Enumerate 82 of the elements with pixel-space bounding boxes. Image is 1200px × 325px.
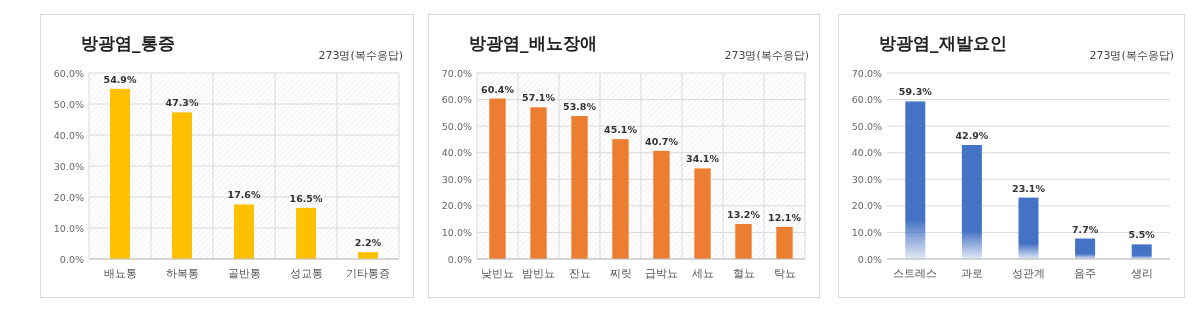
- y-tick-label: 0.0%: [857, 253, 882, 265]
- x-tick-label: 과로: [960, 267, 983, 280]
- bar: [653, 150, 670, 259]
- y-tick-label: 30.0%: [441, 173, 472, 185]
- data-label: 59.3%: [898, 86, 933, 98]
- bar: [110, 88, 130, 259]
- y-tick-label: 10.0%: [851, 226, 882, 238]
- bar: [905, 101, 926, 259]
- bar: [694, 168, 711, 259]
- x-tick-label: 성관계: [1012, 267, 1045, 280]
- x-tick-label: 밤빈뇨: [522, 267, 555, 280]
- bar: [1131, 244, 1152, 259]
- y-tick-label: 40.0%: [441, 147, 472, 159]
- x-tick-label: 음주: [1074, 267, 1097, 280]
- y-tick-label: 30.0%: [851, 173, 882, 185]
- x-tick-label: 스트레스: [893, 267, 938, 280]
- data-label: 53.8%: [563, 101, 597, 113]
- y-tick-label: 0.0%: [447, 253, 472, 265]
- data-label: 5.5%: [1128, 229, 1156, 241]
- y-tick-label: 60.0%: [851, 94, 882, 106]
- chart-subtitle: 273명(복수응답): [724, 49, 809, 62]
- x-tick-label: 배뇨통: [103, 267, 137, 280]
- chart-title: 방광염_배뇨장애: [469, 33, 597, 53]
- y-tick-label: 10.0%: [53, 222, 84, 234]
- x-tick-label: 성교통: [289, 267, 323, 280]
- data-label: 45.1%: [604, 124, 638, 136]
- y-tick-label: 40.0%: [53, 129, 84, 141]
- bar: [1018, 197, 1039, 259]
- y-tick-label: 60.0%: [441, 94, 472, 106]
- data-label: 12.1%: [768, 211, 802, 223]
- data-label: 13.2%: [727, 208, 761, 220]
- y-tick-label: 40.0%: [851, 147, 882, 159]
- x-tick-label: 하복통: [165, 267, 199, 280]
- bar: [296, 207, 316, 259]
- bar: [489, 98, 506, 259]
- data-label: 60.4%: [481, 83, 515, 95]
- y-tick-label: 50.0%: [441, 120, 472, 132]
- data-label: 34.1%: [686, 153, 720, 165]
- bar: [530, 107, 547, 259]
- x-tick-label: 잔뇨: [568, 267, 591, 280]
- y-tick-label: 10.0%: [441, 226, 472, 238]
- data-label: 16.5%: [289, 192, 323, 204]
- bar: [612, 139, 629, 259]
- data-label: 2.2%: [354, 237, 382, 249]
- bar: [735, 223, 752, 259]
- bar: [961, 145, 982, 259]
- data-label: 47.3%: [165, 97, 199, 109]
- x-tick-label: 탁뇨: [773, 267, 796, 280]
- y-tick-label: 70.0%: [441, 67, 472, 79]
- data-label: 23.1%: [1012, 182, 1046, 194]
- x-tick-label: 급박뇨: [645, 267, 678, 280]
- x-tick-label: 기타통증: [346, 267, 390, 280]
- y-tick-label: 50.0%: [851, 120, 882, 132]
- data-label: 7.7%: [1071, 223, 1099, 235]
- y-tick-label: 70.0%: [851, 67, 882, 79]
- x-tick-label: 생리: [1130, 267, 1153, 280]
- y-tick-label: 50.0%: [53, 98, 84, 110]
- x-tick-label: 찌릿: [609, 267, 632, 280]
- y-tick-label: 60.0%: [53, 67, 84, 79]
- data-label: 42.9%: [955, 130, 989, 142]
- bar: [571, 116, 588, 259]
- chart-title: 방광염_통증: [81, 33, 175, 53]
- x-tick-label: 낮빈뇨: [481, 267, 514, 280]
- y-tick-label: 0.0%: [59, 253, 84, 265]
- chart-subtitle: 273명(복수응답): [318, 49, 403, 62]
- x-tick-label: 혈뇨: [732, 267, 755, 280]
- x-tick-label: 골반통: [227, 267, 261, 280]
- y-tick-label: 30.0%: [53, 160, 84, 172]
- data-label: 57.1%: [522, 92, 556, 104]
- bar: [234, 204, 254, 259]
- y-tick-label: 20.0%: [851, 200, 882, 212]
- chart-subtitle: 273명(복수응답): [1089, 49, 1174, 62]
- bar: [776, 226, 793, 259]
- bar: [172, 112, 192, 259]
- data-label: 17.6%: [227, 189, 261, 201]
- bar: [1075, 238, 1096, 259]
- x-tick-label: 세뇨: [691, 267, 714, 280]
- chart-title: 방광염_재발요인: [879, 33, 1007, 53]
- y-tick-label: 20.0%: [441, 200, 472, 212]
- data-label: 40.7%: [645, 135, 679, 147]
- data-label: 54.9%: [103, 73, 137, 85]
- y-tick-label: 20.0%: [53, 191, 84, 203]
